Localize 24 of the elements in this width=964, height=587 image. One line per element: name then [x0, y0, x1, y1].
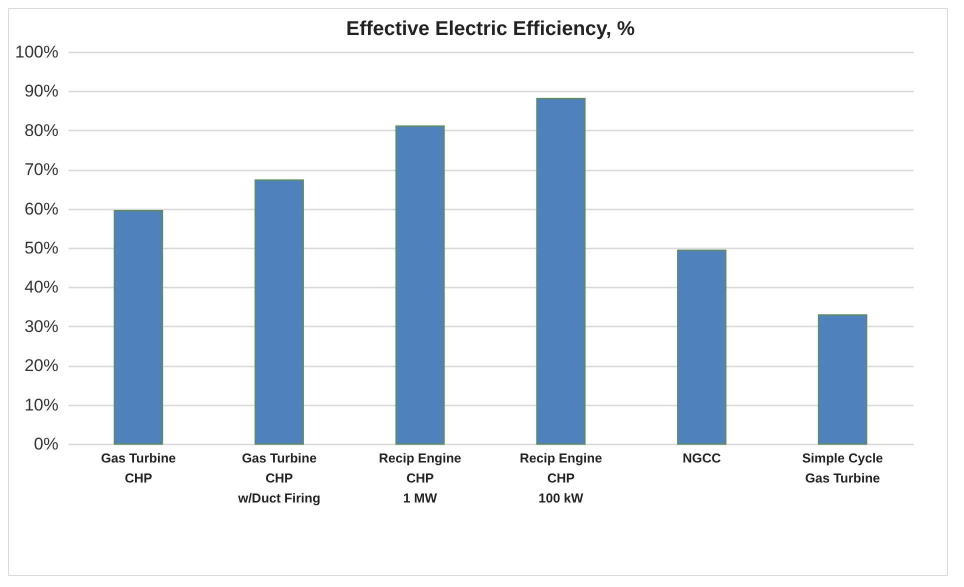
bar [677, 250, 726, 445]
x-tick-label: NGCC [682, 450, 722, 466]
bar [395, 125, 445, 445]
y-tick-label: 20% [24, 356, 58, 376]
y-tick-label: 30% [24, 316, 58, 336]
chart-title: Effective Electric Efficiency, % [346, 18, 636, 40]
y-tick-label: 80% [24, 120, 58, 140]
y-tick-label: 70% [24, 160, 58, 180]
y-tick-label: 100% [15, 42, 58, 62]
x-tick-label: Recip Engine CHP 1 MW [378, 450, 462, 506]
y-tick-label: 40% [24, 278, 58, 297]
y-tick-label: 0% [34, 434, 58, 454]
bar [254, 179, 304, 445]
x-tick-label: Gas Turbine CHP w/Duct Firing [237, 450, 320, 506]
bar [818, 314, 868, 445]
y-tick-label: 10% [24, 395, 58, 414]
x-tick-label: Recip Engine CHP 100 kW [520, 450, 602, 506]
x-tick-label: Gas Turbine CHP [100, 450, 176, 486]
y-tick-label: 50% [24, 238, 58, 258]
bar [114, 210, 164, 445]
y-tick-label: 60% [24, 199, 58, 218]
bar [536, 98, 586, 445]
y-tick-label: 90% [24, 82, 58, 101]
x-tick-label: Simple Cycle Gas Turbine [802, 450, 884, 486]
